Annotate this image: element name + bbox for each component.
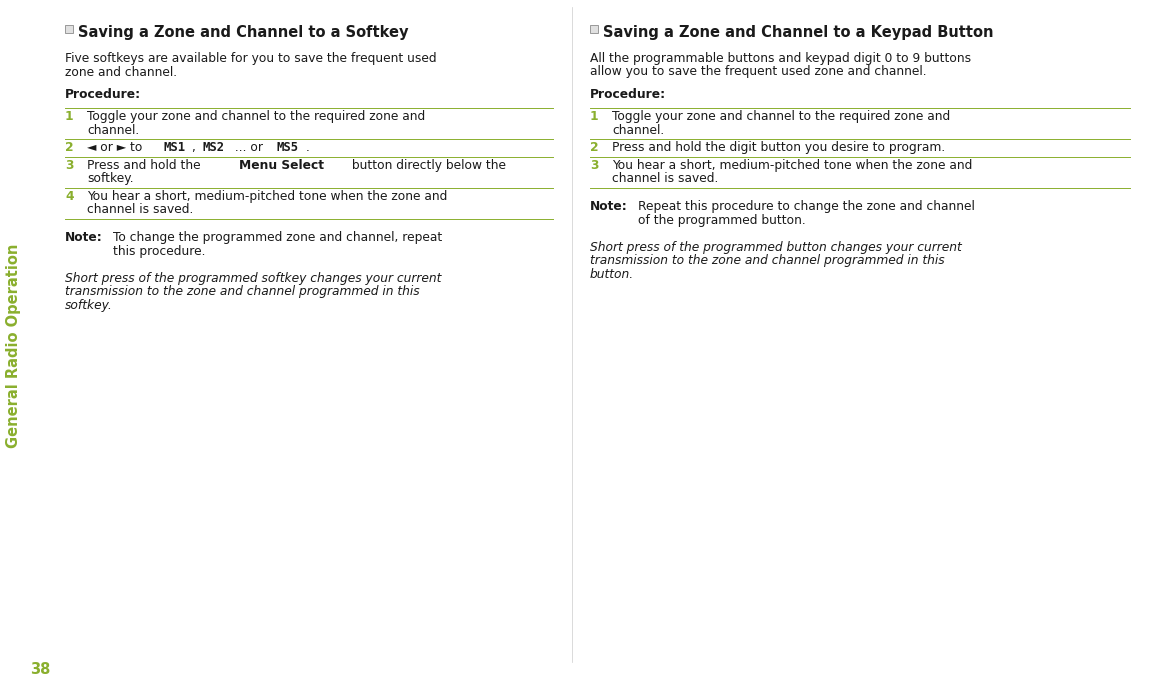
Text: 3: 3 xyxy=(65,158,73,172)
Text: softkey.: softkey. xyxy=(87,172,134,185)
Text: 1: 1 xyxy=(589,110,599,123)
Text: MS2: MS2 xyxy=(202,141,224,154)
Text: Procedure:: Procedure: xyxy=(589,89,666,102)
Text: channel is saved.: channel is saved. xyxy=(87,203,193,216)
Text: MS1: MS1 xyxy=(163,141,185,154)
Text: 1: 1 xyxy=(65,110,73,123)
Text: button directly below the: button directly below the xyxy=(348,158,507,172)
Text: channel.: channel. xyxy=(612,124,664,136)
Text: channel.: channel. xyxy=(87,124,140,136)
Text: To change the programmed zone and channel, repeat: To change the programmed zone and channe… xyxy=(113,231,443,244)
Text: All the programmable buttons and keypad digit 0 to 9 buttons: All the programmable buttons and keypad … xyxy=(589,52,972,65)
Text: Note:: Note: xyxy=(65,231,103,244)
Text: Menu Select: Menu Select xyxy=(239,158,324,172)
Text: Note:: Note: xyxy=(589,201,628,213)
Text: .: . xyxy=(305,141,309,154)
Text: You hear a short, medium-pitched tone when the zone and: You hear a short, medium-pitched tone wh… xyxy=(87,190,447,203)
Text: You hear a short, medium-pitched tone when the zone and: You hear a short, medium-pitched tone wh… xyxy=(612,158,973,172)
Text: Short press of the programmed button changes your current: Short press of the programmed button cha… xyxy=(589,241,962,254)
Text: 38: 38 xyxy=(30,662,50,677)
Text: Short press of the programmed softkey changes your current: Short press of the programmed softkey ch… xyxy=(65,272,442,285)
Text: button.: button. xyxy=(589,268,634,281)
Text: this procedure.: this procedure. xyxy=(113,245,205,258)
Bar xyxy=(589,25,598,33)
Text: Toggle your zone and channel to the required zone and: Toggle your zone and channel to the requ… xyxy=(612,110,951,123)
Text: MS5: MS5 xyxy=(277,141,299,154)
Text: ◄ or ► to: ◄ or ► to xyxy=(87,141,147,154)
Text: softkey.: softkey. xyxy=(65,299,113,312)
Text: zone and channel.: zone and channel. xyxy=(65,66,177,78)
Text: Press and hold the digit button you desire to program.: Press and hold the digit button you desi… xyxy=(612,141,945,154)
Text: allow you to save the frequent used zone and channel.: allow you to save the frequent used zone… xyxy=(589,66,926,78)
Text: Repeat this procedure to change the zone and channel: Repeat this procedure to change the zone… xyxy=(638,201,975,213)
Text: 4: 4 xyxy=(65,190,73,203)
Text: 2: 2 xyxy=(65,141,73,154)
Text: Five softkeys are available for you to save the frequent used: Five softkeys are available for you to s… xyxy=(65,52,437,65)
Text: ,: , xyxy=(192,141,199,154)
Text: Press and hold the: Press and hold the xyxy=(87,158,205,172)
Text: 2: 2 xyxy=(589,141,599,154)
Text: of the programmed button.: of the programmed button. xyxy=(638,214,806,227)
Text: General Radio Operation: General Radio Operation xyxy=(7,244,21,448)
Text: 3: 3 xyxy=(589,158,599,172)
Text: transmission to the zone and channel programmed in this: transmission to the zone and channel pro… xyxy=(65,285,419,298)
Text: channel is saved.: channel is saved. xyxy=(612,172,719,185)
Bar xyxy=(65,25,73,33)
Text: Procedure:: Procedure: xyxy=(65,89,141,102)
Text: Saving a Zone and Channel to a Softkey: Saving a Zone and Channel to a Softkey xyxy=(78,25,409,40)
Text: Toggle your zone and channel to the required zone and: Toggle your zone and channel to the requ… xyxy=(87,110,425,123)
Text: ... or: ... or xyxy=(231,141,267,154)
Text: Saving a Zone and Channel to a Keypad Button: Saving a Zone and Channel to a Keypad Bu… xyxy=(603,25,994,40)
Text: transmission to the zone and channel programmed in this: transmission to the zone and channel pro… xyxy=(589,255,945,267)
